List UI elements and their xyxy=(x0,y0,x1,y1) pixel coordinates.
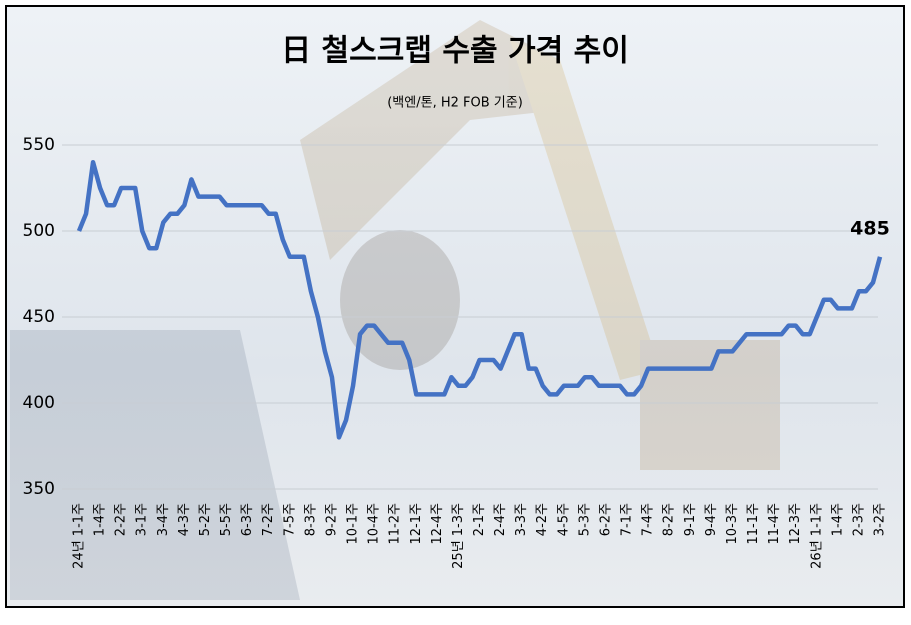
x-tick-label: 1-4주 xyxy=(93,503,108,536)
x-tick-label: 5-5주 xyxy=(219,503,234,536)
y-tick-label: 450 xyxy=(23,307,55,327)
x-tick-label: 2-4주 xyxy=(493,503,508,536)
x-tick-label: 12-3주 xyxy=(788,503,803,545)
background-photo xyxy=(10,20,780,600)
x-tick-label: 9-1주 xyxy=(683,503,698,536)
x-tick-label: 9-4주 xyxy=(704,503,719,536)
x-tick-label: 10-4주 xyxy=(367,503,382,545)
x-tick-label: 11-2주 xyxy=(388,503,403,545)
x-tick-label: 2-3주 xyxy=(851,503,866,536)
x-tick-label: 3-2주 xyxy=(873,503,888,536)
x-tick-label: 5-2주 xyxy=(198,503,213,536)
x-tick-label: 3-4주 xyxy=(156,503,171,536)
x-tick-label: 7-2주 xyxy=(261,503,276,536)
x-tick-label: 11-1주 xyxy=(746,503,761,545)
chart-frame xyxy=(5,5,905,608)
x-tick-label: 3-1주 xyxy=(135,503,150,536)
x-tick-label: 8-2주 xyxy=(662,503,677,536)
x-tick-label: 7-4주 xyxy=(641,503,656,536)
x-tick-label: 26년 1-1주 xyxy=(809,503,824,569)
chart-title: 日 철스크랩 수출 가격 추이 xyxy=(281,34,629,69)
x-tick-label: 7-5주 xyxy=(282,503,297,536)
line-series xyxy=(76,159,883,440)
x-tick-label: 7-1주 xyxy=(620,503,635,536)
x-tick-label: 24년 1-1주 xyxy=(72,503,87,569)
x-tick-label: 3-3주 xyxy=(514,503,529,536)
y-tick-label: 500 xyxy=(23,221,55,241)
x-tick-label: 2-1주 xyxy=(472,503,487,536)
x-tick-label: 9-2주 xyxy=(324,503,339,536)
x-tick-label: 11-4주 xyxy=(767,503,782,545)
y-tick-label: 400 xyxy=(23,393,55,413)
y-tick-label: 550 xyxy=(23,135,55,155)
chart-subtitle: (백엔/톤, H2 FOB 기준) xyxy=(387,96,523,111)
x-tick-label: 5-3주 xyxy=(577,503,592,536)
x-tick-label: 10-1주 xyxy=(346,503,361,545)
y-tick-label: 350 xyxy=(23,479,55,499)
x-tick-label: 25년 1-3주 xyxy=(451,503,466,569)
x-tick-label: 6-3주 xyxy=(240,503,255,536)
x-tick-label: 4-3주 xyxy=(177,503,192,536)
x-tick-label: 6-2주 xyxy=(598,503,613,536)
x-tick-label: 1-4주 xyxy=(830,503,845,536)
x-tick-label: 12-4주 xyxy=(430,503,445,545)
x-tick-label: 4-5주 xyxy=(556,503,571,536)
x-tick-label: 2-2주 xyxy=(114,503,129,536)
x-tick-label: 4-2주 xyxy=(535,503,550,536)
x-tick-label: 8-3주 xyxy=(303,503,318,536)
x-tick-label: 10-3주 xyxy=(725,503,740,545)
data-label: 485 xyxy=(850,217,890,239)
x-tick-label: 12-1주 xyxy=(409,503,424,545)
